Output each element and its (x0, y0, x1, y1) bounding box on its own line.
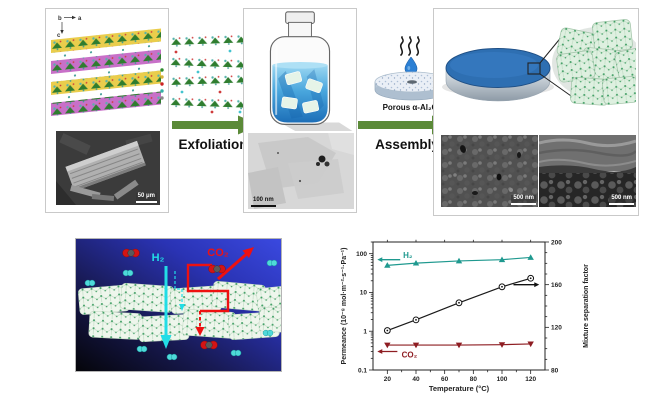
atom-legend (160, 68, 164, 100)
nanosheet-tiling-graphic (556, 19, 636, 106)
panel-membrane: 500 nm 500 nm (433, 8, 639, 216)
svg-text:0.1: 0.1 (358, 367, 367, 374)
svg-text:20: 20 (384, 376, 392, 383)
h2-molecule (84, 279, 96, 287)
svg-text:60: 60 (441, 376, 449, 383)
h2-molecule (122, 269, 134, 277)
sem-image-membrane-surface: 500 nm (441, 135, 538, 207)
h2-label: H₂ (152, 252, 165, 264)
tem-image-nanosheets: 100 nm (248, 133, 354, 209)
zoom-callout-box (527, 62, 541, 75)
permeance-chart-graphic: 20 40 60 80 100 120 0.1 1 10 100 80 120 160 200 H₂ CO₂ T… (341, 239, 590, 393)
svg-text:Permeance (10⁻⁸ mol·m⁻²·s⁻¹·Pa: Permeance (10⁻⁸ mol·m⁻²·s⁻¹·Pa⁻¹) (341, 248, 348, 365)
crystal-structure-graphic: b a c (51, 15, 164, 116)
schematic-graphic: H₂ CO₂ (76, 239, 281, 371)
h2-molecule (266, 259, 278, 267)
axis-c-label: c (57, 33, 61, 39)
h2-pathway-arrow (160, 266, 185, 349)
exfoliation-step-label: Exfoliation (178, 137, 248, 152)
h2-molecule (166, 353, 178, 361)
assembly-step-label: Assembly (375, 137, 439, 152)
svg-text:Mixture separation factor: Mixture separation factor (583, 264, 590, 348)
scale-bar-100nm: 100 nm (251, 197, 276, 207)
co2-molecule (122, 248, 140, 258)
panel-layered-crystal: b a c (45, 8, 169, 213)
svg-text:120: 120 (525, 376, 536, 383)
porous-support-label: Porous α-Al₂O₃ (382, 103, 442, 112)
svg-text:100: 100 (497, 376, 508, 383)
svg-text:1: 1 (363, 329, 367, 336)
svg-text:40: 40 (412, 376, 420, 383)
scale-bar-500nm-left: 500 nm (511, 195, 536, 205)
sem-image-crystals: 50 μm (56, 131, 160, 205)
panel-dispersion: 100 nm (243, 8, 357, 213)
svg-text:80: 80 (551, 367, 559, 374)
svg-text:80: 80 (470, 376, 478, 383)
membrane-disc-graphic (442, 19, 636, 106)
assembly-arrow-icon (358, 115, 455, 135)
steam-icon (399, 36, 420, 56)
svg-text:100: 100 (356, 251, 367, 258)
svg-text:CO₂: CO₂ (402, 351, 418, 360)
axis-a-label: a (78, 16, 82, 22)
crystal-axis-labels: b a c (57, 15, 82, 39)
svg-text:H₂: H₂ (403, 251, 413, 260)
sem-surface-graphic (441, 135, 538, 207)
exfoliation-arrow-icon (172, 115, 260, 135)
co2-label: CO₂ (207, 247, 229, 259)
scale-bar-500nm-right: 500 nm (609, 195, 634, 205)
h2-molecule (230, 349, 242, 357)
co2-molecule (200, 340, 218, 350)
permeance-chart: 20 40 60 80 100 120 0.1 1 10 100 80 120 160 200 H₂ CO₂ T… (336, 228, 650, 400)
tem-graphic (248, 133, 354, 209)
scale-bar-50um: 50 μm (135, 193, 157, 203)
h2-molecule (262, 329, 274, 337)
gas-separation-schematic: H₂ CO₂ (75, 238, 282, 372)
h2-molecule (136, 345, 148, 353)
svg-text:120: 120 (551, 325, 562, 332)
svg-text:10: 10 (360, 290, 368, 297)
sem-image-cross-section: 500 nm (539, 135, 636, 207)
gas-molecules (84, 248, 278, 361)
sem-crystal-graphic (56, 131, 160, 205)
svg-text:200: 200 (551, 239, 562, 246)
co2-molecule (208, 264, 226, 274)
svg-text:160: 160 (551, 282, 562, 289)
svg-text:Temperature (°C): Temperature (°C) (429, 384, 490, 393)
dispersion-bottle-graphic (269, 11, 353, 132)
porous-support-graphic (374, 71, 450, 101)
co2-blocked-path-arrows (186, 247, 254, 336)
exfoliated-nanosheets-graphic (169, 34, 255, 114)
axis-b-label: b (58, 16, 62, 22)
